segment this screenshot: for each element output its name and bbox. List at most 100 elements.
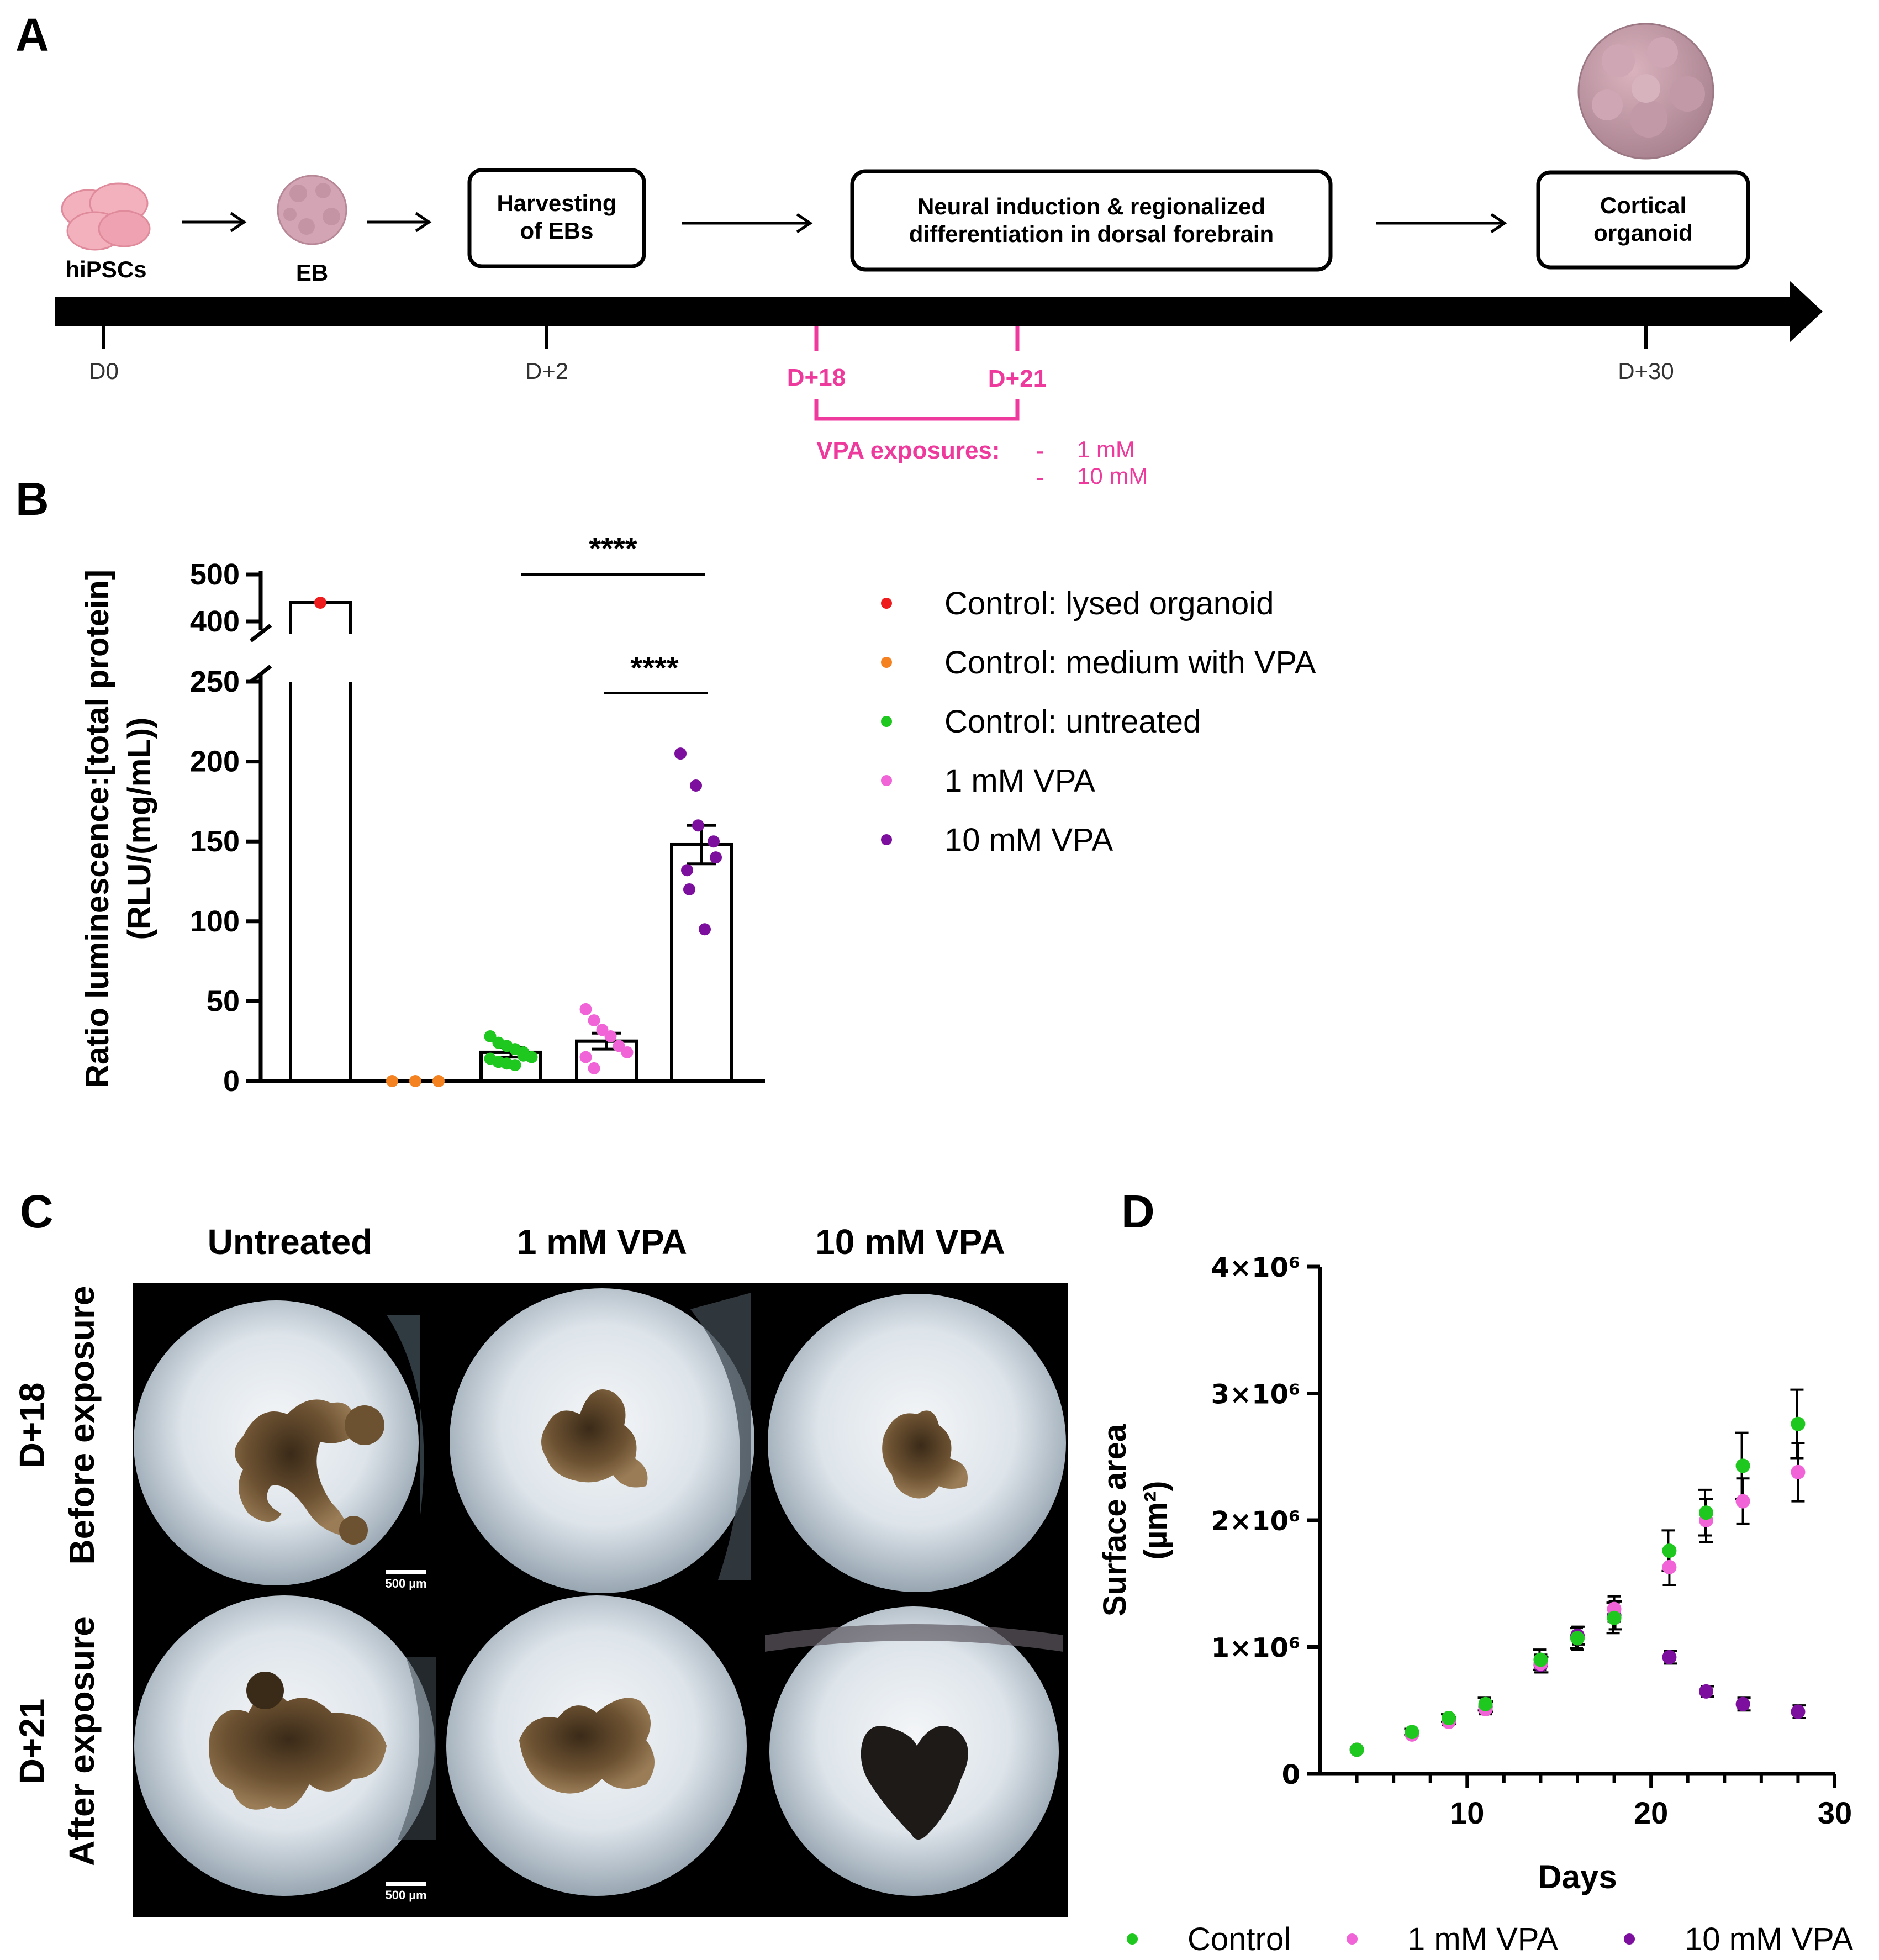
- data-point: [604, 1030, 617, 1043]
- legend-marker: [881, 598, 892, 609]
- data-point: [1570, 1631, 1585, 1646]
- y-tick-label: 400: [190, 605, 240, 638]
- harvest-label-line1: Harvesting: [497, 190, 616, 216]
- timeline-bar: [55, 297, 1801, 326]
- cortical-organoid-box: [1536, 170, 1750, 270]
- legend-marker: [1127, 1933, 1138, 1945]
- data-point: [674, 747, 687, 760]
- vpa-timeline-ticks: [814, 326, 1020, 351]
- x-tick-label: 10: [1450, 1795, 1484, 1830]
- arrow-icon: [182, 212, 247, 233]
- significance-stars: ****: [630, 650, 678, 685]
- data-point: [517, 1049, 530, 1062]
- legend-marker: [1347, 1933, 1358, 1945]
- vpa-dose-dash-2: -: [1036, 464, 1044, 490]
- data-point: [710, 851, 722, 864]
- panel-label-b: B: [15, 473, 49, 525]
- data-point: [386, 1075, 398, 1087]
- data-point: [1735, 1458, 1750, 1473]
- timeline-arrowhead: [1790, 281, 1823, 343]
- micrograph-10mm-d21: [765, 1606, 1063, 1896]
- data-point: [314, 597, 326, 609]
- neural-label-line1: Neural induction & regionalized: [917, 193, 1265, 219]
- arrow-icon: [367, 212, 432, 233]
- legend-label: Control: medium with VPA: [944, 645, 1316, 681]
- eb-label: EB: [296, 260, 328, 286]
- legend-marker: [881, 834, 892, 845]
- x-tick-label: 30: [1818, 1795, 1852, 1830]
- data-point: [1662, 1559, 1677, 1574]
- micrograph-10mm-d18: [768, 1294, 1066, 1592]
- data-point: [484, 1030, 497, 1043]
- data-point: [409, 1075, 421, 1087]
- vpa-dose-1: 1 mM: [1077, 436, 1135, 462]
- legend-label: Control: untreated: [944, 704, 1201, 740]
- y-tick-label: 3×10⁶: [1211, 1379, 1300, 1410]
- y-axis-label-line2: (µm²): [1138, 1481, 1174, 1560]
- day-d30: D+30: [1618, 358, 1674, 384]
- y-tick-label: 50: [207, 984, 240, 1018]
- data-point: [1699, 1684, 1713, 1699]
- micrograph-untreated-d18: [134, 1300, 424, 1585]
- scale-bar-label: 500 µm: [385, 1577, 426, 1590]
- row-label-d21: D+21 After exposure: [12, 1616, 102, 1866]
- panel-label-a: A: [15, 9, 49, 61]
- data-point: [1791, 1464, 1806, 1479]
- day-d2: D+2: [525, 358, 568, 384]
- vpa-exposures-label: VPA exposures:: [816, 437, 1000, 464]
- data-point: [1607, 1610, 1622, 1625]
- neural-induction-box: [850, 169, 1333, 272]
- data-point: [1735, 1494, 1750, 1509]
- day-d0: D0: [89, 358, 119, 384]
- data-point: [1442, 1711, 1456, 1726]
- data-point: [588, 1062, 600, 1074]
- legend-marker: [881, 657, 892, 668]
- data-point: [579, 1003, 592, 1015]
- data-point: [1791, 1416, 1806, 1431]
- y-tick-label: 2×10⁶: [1211, 1506, 1300, 1537]
- cortical-label-line1: Cortical: [1600, 192, 1686, 218]
- y-tick-label: 500: [190, 558, 240, 591]
- data-point: [1662, 1543, 1677, 1558]
- data-point: [699, 923, 711, 936]
- legend-marker: [1624, 1933, 1635, 1945]
- significance-stars: ****: [589, 531, 637, 566]
- vpa-bracket: [814, 399, 1020, 421]
- micrograph-untreated-d21: [134, 1595, 436, 1896]
- harvest-box: [467, 168, 646, 268]
- x-axis-label: Days: [1538, 1858, 1617, 1895]
- micrograph-1mm-d21: [446, 1595, 747, 1896]
- data-point: [692, 819, 704, 832]
- data-point: [588, 1014, 600, 1027]
- data-point: [708, 835, 720, 848]
- data-point: [432, 1075, 445, 1087]
- data-point: [1405, 1725, 1419, 1740]
- row-day-d21: D+21: [12, 1699, 52, 1784]
- hipsc-cells-icon: [61, 182, 151, 251]
- timeline-ticks: [102, 326, 1648, 349]
- data-point: [1699, 1505, 1713, 1520]
- scale-bar-label: 500 µm: [385, 1888, 426, 1902]
- y-tick-label: 0: [223, 1065, 240, 1098]
- y-axis-label-line2: (RLU/(mg/mL)): [122, 718, 157, 940]
- data-point: [1478, 1696, 1493, 1711]
- row-desc-before: Before exposure: [62, 1285, 102, 1564]
- chart-d: 0 1×10⁶ 2×10⁶ 3×10⁶ 4×10⁶ 10 20 30 Days Surface a…: [1097, 1252, 1853, 1957]
- bar: [670, 842, 733, 1083]
- data-point: [1791, 1704, 1806, 1719]
- arrow-icon: [1376, 213, 1507, 234]
- data-point: [681, 864, 693, 877]
- harvest-label-line2: of EBs: [520, 218, 593, 244]
- legend-label: 1 mM VPA: [944, 763, 1095, 799]
- arrow-icon: [682, 213, 813, 234]
- chart-b: 0 50 100 150 200 250 400 500 Ratio luminescence:…: [80, 531, 1316, 1098]
- data-point: [579, 1051, 592, 1063]
- neural-label-line2: differentiation in dorsal forebrain: [909, 221, 1274, 247]
- day-d18: D+18: [787, 364, 846, 391]
- row-label-d18: D+18 Before exposure: [12, 1285, 102, 1564]
- legend-marker: [881, 716, 892, 727]
- day-d21: D+21: [988, 365, 1047, 392]
- micrograph-1mm-d18: [450, 1288, 754, 1593]
- cortical-label-line2: organoid: [1593, 220, 1693, 246]
